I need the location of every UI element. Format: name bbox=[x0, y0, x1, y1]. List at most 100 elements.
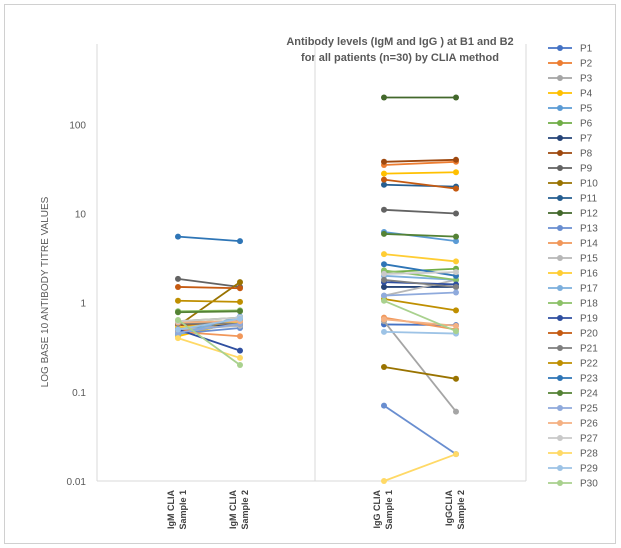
data-point-p24 bbox=[175, 309, 181, 316]
data-point-p10 bbox=[381, 363, 387, 370]
data-point-p10 bbox=[453, 375, 459, 382]
legend-label-p8: P8 bbox=[580, 149, 593, 160]
series-line-p23 bbox=[383, 263, 457, 277]
legend-label-p24: P24 bbox=[580, 389, 598, 400]
data-point-p29 bbox=[381, 328, 387, 335]
data-point-p30 bbox=[381, 297, 387, 304]
data-point-p19 bbox=[237, 347, 243, 354]
y-tick-label: 1 bbox=[80, 299, 86, 310]
series-line-p20 bbox=[383, 178, 457, 190]
category-label: Sample 1 bbox=[384, 490, 394, 530]
legend-marker-p5 bbox=[557, 105, 563, 111]
series-line-p10 bbox=[383, 366, 457, 380]
legend-marker-p3 bbox=[557, 75, 563, 81]
legend-label-p29: P29 bbox=[580, 464, 598, 475]
legend-marker-p6 bbox=[557, 120, 563, 126]
data-point-p28 bbox=[237, 354, 243, 361]
series-line-p24 bbox=[383, 233, 457, 238]
data-point-p5 bbox=[453, 238, 459, 245]
data-point-p23 bbox=[175, 233, 181, 240]
series-line-p27 bbox=[177, 316, 241, 323]
series-line-p24 bbox=[177, 310, 241, 314]
series-line-p10 bbox=[177, 281, 241, 327]
data-point-p4 bbox=[453, 169, 459, 176]
legend-marker-p30 bbox=[557, 480, 563, 486]
series-line-p30 bbox=[383, 299, 457, 332]
legend-marker-p17 bbox=[557, 285, 563, 291]
data-point-p25 bbox=[381, 292, 387, 299]
legend-marker-p23 bbox=[557, 375, 563, 381]
series-line-p11 bbox=[383, 183, 457, 188]
legend-marker-p15 bbox=[557, 255, 563, 261]
data-point-p23 bbox=[381, 261, 387, 268]
data-point-p20 bbox=[175, 283, 181, 290]
legend-marker-p9 bbox=[557, 165, 563, 171]
legend-marker-p21 bbox=[557, 345, 563, 351]
data-point-p13 bbox=[381, 402, 387, 409]
legend-label-p19: P19 bbox=[580, 314, 598, 325]
series-line-p30 bbox=[177, 319, 241, 366]
legend-marker-p29 bbox=[557, 465, 563, 471]
data-point-p8 bbox=[381, 158, 387, 165]
data-point-p4 bbox=[381, 170, 387, 177]
series-line-p2 bbox=[383, 160, 457, 166]
data-point-p29 bbox=[175, 326, 181, 333]
series-line-p18 bbox=[177, 309, 241, 313]
data-point-p27 bbox=[381, 270, 387, 277]
legend-label-p3: P3 bbox=[580, 74, 593, 85]
legend-label-p13: P13 bbox=[580, 224, 598, 235]
legend-marker-p26 bbox=[557, 420, 563, 426]
series-line-p8 bbox=[383, 158, 457, 163]
data-point-p28 bbox=[453, 451, 459, 458]
legend-marker-p25 bbox=[557, 405, 563, 411]
series-line-p14 bbox=[383, 316, 457, 331]
legend-label-p16: P16 bbox=[580, 269, 598, 280]
data-point-p22 bbox=[453, 307, 459, 314]
legend-label-p5: P5 bbox=[580, 104, 593, 115]
y-tick-label: 0.1 bbox=[72, 388, 86, 399]
data-point-p8 bbox=[453, 156, 459, 163]
data-point-p29 bbox=[237, 315, 243, 322]
series-line-p20 bbox=[177, 286, 241, 290]
legend-marker-p24 bbox=[557, 390, 563, 396]
data-point-p21 bbox=[453, 283, 459, 290]
series-line-p3 bbox=[383, 320, 457, 413]
legend-label-p23: P23 bbox=[580, 374, 598, 385]
category-label: IgGCLIA bbox=[444, 490, 454, 526]
legend-marker-p27 bbox=[557, 435, 563, 441]
legend-label-p15: P15 bbox=[580, 254, 598, 265]
data-point-p20 bbox=[237, 285, 243, 292]
category-label: IgG CLIA bbox=[372, 490, 382, 529]
series-line-p22 bbox=[177, 299, 241, 303]
legend-marker-p4 bbox=[557, 90, 563, 96]
series-line-p18 bbox=[383, 269, 457, 281]
data-point-p20 bbox=[453, 185, 459, 192]
data-point-p28 bbox=[175, 335, 181, 342]
legend-marker-p1 bbox=[557, 45, 563, 51]
series-line-p29 bbox=[383, 331, 457, 335]
legend-label-p20: P20 bbox=[580, 329, 598, 340]
chart-title-line-1: Antibody levels (IgM and IgG ) at B1 and… bbox=[286, 36, 513, 48]
legend-marker-p14 bbox=[557, 240, 563, 246]
data-point-p30 bbox=[175, 316, 181, 323]
legend-marker-p18 bbox=[557, 300, 563, 306]
legend-label-p12: P12 bbox=[580, 209, 598, 220]
series-line-p28 bbox=[383, 453, 457, 482]
series-line-p19 bbox=[177, 328, 241, 352]
legend-marker-p8 bbox=[557, 150, 563, 156]
data-point-p26 bbox=[453, 322, 459, 329]
y-tick-label: 0.01 bbox=[67, 477, 87, 488]
legend-label-p27: P27 bbox=[580, 434, 598, 445]
legend-label-p25: P25 bbox=[580, 404, 598, 415]
y-tick-label: 10 bbox=[75, 209, 87, 220]
legend-marker-p20 bbox=[557, 330, 563, 336]
legend-label-p17: P17 bbox=[580, 284, 598, 295]
data-point-p9 bbox=[453, 210, 459, 217]
series-line-p23 bbox=[177, 235, 241, 243]
data-point-p26 bbox=[381, 316, 387, 323]
legend-marker-p19 bbox=[557, 315, 563, 321]
data-point-p9 bbox=[175, 275, 181, 282]
y-tick-label: 100 bbox=[69, 120, 86, 131]
legend-label-p21: P21 bbox=[580, 344, 598, 355]
data-point-p30 bbox=[453, 328, 459, 335]
